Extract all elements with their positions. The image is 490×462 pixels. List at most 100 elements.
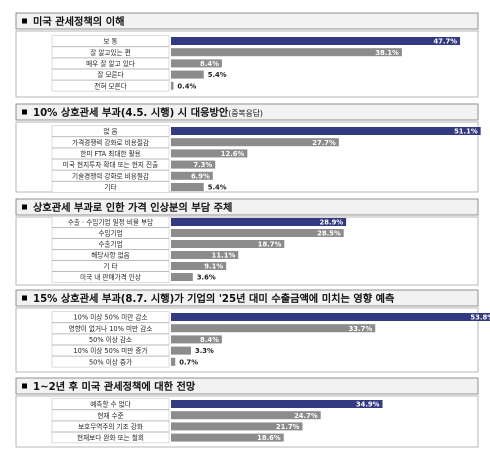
chart-header-1: [15, 12, 479, 30]
category-cell: [51, 345, 170, 357]
bar: [171, 313, 490, 321]
category-label: 수입기업: [98, 229, 122, 238]
bar: [171, 183, 204, 191]
value-label: 18.6%: [257, 434, 281, 442]
category-label: 미국 내 판매가격 인상: [80, 273, 141, 282]
category-label: 해당사항 없음: [91, 251, 130, 260]
category-cell: [51, 322, 170, 334]
category-label: 현재보다 완화 또는 철회: [77, 433, 144, 442]
chart-header-2: [15, 103, 479, 121]
category-label: 예측할 수 없다: [90, 400, 131, 409]
value-label: 8.4%: [200, 60, 219, 68]
category-cell: [51, 159, 170, 171]
category-cell: [51, 46, 170, 58]
value-label: 47.7%: [433, 38, 457, 46]
value-label: 5.4%: [208, 184, 227, 192]
square-bullet-icon: [22, 109, 27, 115]
value-label: 34.9%: [356, 401, 380, 409]
bar: [171, 422, 303, 431]
category-cell: [51, 333, 170, 345]
chart-header-3: [15, 198, 479, 216]
value-label: 27.7%: [312, 139, 336, 147]
category-label: 전혀 모른다: [94, 81, 126, 90]
category-cell: [51, 80, 170, 92]
category-label: 영향이 없거나 10% 미만 감소: [69, 324, 153, 333]
chart-panel-5: [15, 395, 479, 448]
category-label: 수출기업: [98, 240, 122, 249]
category-cell: [51, 170, 170, 182]
bar: [171, 218, 347, 226]
category-cell: [51, 125, 170, 137]
category-label: 한미 FTA 최대한 활용: [80, 149, 140, 158]
bar: [171, 149, 248, 158]
value-label: 28.5%: [317, 230, 341, 238]
category-cell: [51, 227, 170, 239]
category-label: 잘 알고있는 편: [90, 48, 131, 57]
chart-panel-3: [15, 216, 479, 286]
category-label: 50% 이상 감소: [89, 335, 132, 344]
bar: [171, 138, 339, 147]
category-label: 잘 모른다: [97, 70, 123, 79]
value-label: 5.4%: [208, 71, 227, 79]
chart-subtitle-2: (중복응답): [228, 108, 263, 118]
bar: [171, 346, 191, 355]
category-label: 현재 수준: [97, 412, 123, 420]
category-cell: [51, 35, 170, 47]
bar: [171, 127, 481, 135]
category-cell: [51, 356, 170, 368]
category-label: 10% 이상 50% 미만 증가: [73, 346, 147, 355]
value-label: 3.6%: [197, 274, 216, 282]
value-label: 8.4%: [200, 336, 219, 344]
bar: [171, 70, 204, 79]
category-cell: [51, 432, 170, 444]
bar: [171, 240, 285, 248]
square-bullet-icon: [22, 204, 27, 210]
value-label: 9.1%: [204, 263, 223, 271]
category-cell: [51, 147, 170, 159]
category-cell: [51, 238, 170, 250]
chart-header-5: [15, 377, 479, 395]
chart-panel-2: [15, 121, 479, 193]
square-bullet-icon: [22, 18, 27, 24]
value-label: 21.7%: [276, 423, 300, 431]
bar: [171, 37, 461, 45]
value-label: 24.7%: [294, 412, 318, 420]
value-label: 18.7%: [258, 241, 282, 249]
category-cell: [51, 216, 170, 228]
category-cell: [51, 136, 170, 148]
category-label: 미국 현지투자 확대 또는 현지 진출: [63, 160, 158, 169]
bar: [171, 59, 222, 68]
category-cell: [51, 260, 170, 272]
chart-panel-4: [15, 307, 479, 373]
category-cell: [51, 420, 170, 432]
value-label: 0.7%: [179, 358, 198, 366]
category-label: 50% 이상 증가: [89, 357, 132, 366]
chart-title-3: 상호관세 부과로 인한 가격 인상분의 부담 주체: [33, 201, 232, 214]
value-label: 28.9%: [320, 219, 344, 227]
bar: [171, 262, 227, 270]
value-label: 38.1%: [375, 49, 399, 57]
value-label: 0.4%: [177, 82, 196, 90]
category-label: 기타: [104, 183, 116, 192]
bar: [171, 160, 216, 169]
value-label: 11.1%: [212, 252, 236, 260]
bar: [171, 357, 176, 366]
bar: [171, 229, 344, 237]
category-label: 보호무역주의 기조 강화: [78, 422, 143, 431]
bar: [171, 171, 213, 180]
category-label: 10% 이상 50% 미만 감소: [73, 313, 147, 322]
category-label: 기술경쟁력 강화로 비용절감: [72, 171, 149, 180]
category-label: 가격경쟁력 강화로 비용절감: [72, 138, 149, 147]
category-cell: [51, 409, 170, 421]
category-cell: [51, 69, 170, 81]
category-label: 기 타: [103, 262, 117, 271]
category-cell: [51, 57, 170, 69]
value-label: 3.3%: [195, 347, 214, 355]
bar: [171, 273, 193, 281]
category-label: 수출 · 수입기업 일정 비율 부담: [68, 218, 153, 227]
value-label: 51.1%: [454, 128, 478, 136]
value-label: 12.6%: [221, 150, 245, 158]
bar: [171, 411, 321, 420]
chart-title-5: 1~2년 후 미국 관세정책에 대한 전망: [33, 380, 196, 393]
